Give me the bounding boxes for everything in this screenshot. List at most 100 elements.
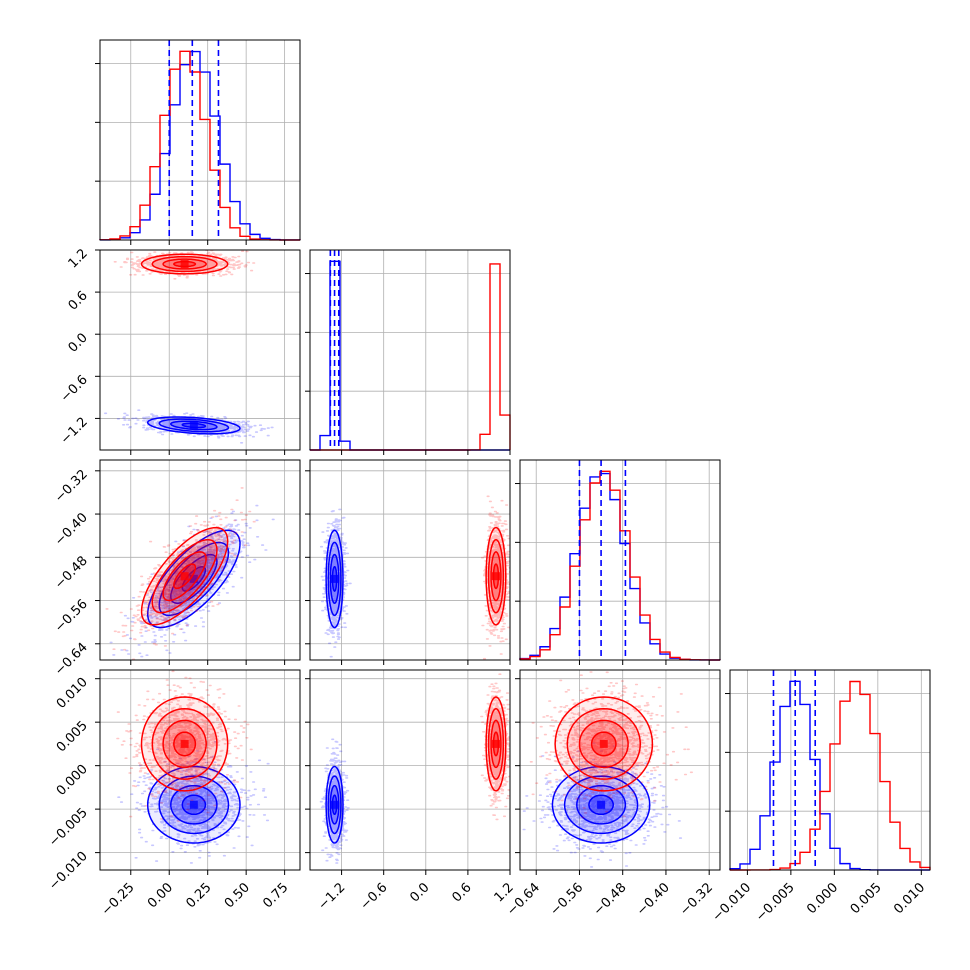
y-tick-label: −0.40 bbox=[52, 510, 91, 549]
contour-line-series-1 bbox=[327, 775, 342, 835]
contour-line-series-0 bbox=[490, 551, 502, 602]
contour-line-series-1 bbox=[146, 765, 241, 844]
panel-1-1 bbox=[309, 250, 511, 451]
contour-line-series-0 bbox=[487, 707, 505, 780]
y-tick-label: 0.0 bbox=[66, 330, 91, 355]
y-tick-label: −1.2 bbox=[58, 415, 91, 448]
histogram-series-1 bbox=[309, 260, 510, 451]
contour-line-series-0 bbox=[151, 707, 218, 780]
x-tick-label: 0.6 bbox=[449, 880, 474, 905]
contour-line-series-1 bbox=[170, 420, 218, 431]
contour-line-series-0 bbox=[487, 538, 505, 614]
density-peak bbox=[180, 739, 189, 748]
density-peak bbox=[180, 260, 189, 269]
contour-line-series-0 bbox=[485, 526, 507, 626]
panel-3-0 bbox=[116, 670, 270, 864]
contour-line-series-1 bbox=[170, 784, 218, 825]
y-tick-label: −0.005 bbox=[46, 805, 91, 850]
y-tick-label: −0.6 bbox=[58, 373, 91, 406]
contour-line-series-0 bbox=[590, 731, 617, 757]
x-tick-label: 0.75 bbox=[260, 880, 291, 911]
y-tick-label: −0.56 bbox=[52, 597, 91, 636]
panel-content bbox=[319, 673, 510, 864]
x-tick-label: 0.0 bbox=[407, 880, 432, 905]
x-tick-label: −1.2 bbox=[315, 880, 348, 913]
contour-line-series-0 bbox=[566, 707, 642, 780]
panel-frame bbox=[729, 669, 931, 871]
panel-2-1 bbox=[319, 495, 510, 660]
panel-frame bbox=[99, 459, 301, 661]
panel-frame bbox=[99, 39, 301, 241]
data-layer bbox=[99, 40, 931, 871]
frame-layer bbox=[95, 39, 931, 875]
contour-line-series-1 bbox=[325, 529, 344, 629]
contour-line-series-0 bbox=[140, 526, 229, 626]
contour-line-series-1 bbox=[181, 422, 207, 429]
contour-line-series-0 bbox=[162, 719, 207, 769]
density-peak bbox=[189, 574, 198, 583]
contour-line-series-1 bbox=[588, 794, 614, 816]
x-tick-label: −0.25 bbox=[99, 880, 138, 919]
panel-frame bbox=[519, 459, 721, 661]
density-peak bbox=[491, 572, 500, 581]
density-peak bbox=[599, 739, 608, 748]
contour-line-series-0 bbox=[140, 253, 229, 275]
y-tick-label: −0.32 bbox=[52, 467, 91, 506]
contour-line-series-0 bbox=[554, 696, 654, 792]
y-tick-label: 0.005 bbox=[54, 718, 91, 755]
density-peak bbox=[330, 800, 339, 809]
x-tick-label: −0.48 bbox=[591, 880, 630, 919]
contour-line-series-1 bbox=[181, 794, 207, 816]
x-tick-label: −0.40 bbox=[634, 880, 673, 919]
contour-line-series-1 bbox=[325, 765, 344, 844]
density-peak bbox=[491, 739, 500, 748]
panel-2-0 bbox=[105, 487, 275, 660]
histogram-series-0 bbox=[99, 50, 300, 241]
panel-frame bbox=[99, 249, 301, 451]
contour-line-series-0 bbox=[173, 563, 197, 590]
y-tick-label: 0.6 bbox=[66, 288, 91, 313]
contour-line-series-1 bbox=[170, 553, 218, 604]
contour-line-series-0 bbox=[151, 538, 218, 614]
contour-line-series-1 bbox=[146, 416, 241, 435]
contour-line-series-1 bbox=[181, 566, 207, 592]
contour-line-series-1 bbox=[563, 775, 639, 835]
panel-3-3 bbox=[729, 670, 931, 871]
panel-frame bbox=[309, 249, 511, 451]
contour-line-series-0 bbox=[485, 696, 507, 792]
y-tick-label: 0.010 bbox=[54, 675, 91, 712]
scatter-points-series-0 bbox=[105, 487, 256, 660]
panel-3-2 bbox=[522, 670, 693, 868]
x-tick-label: 0.50 bbox=[222, 880, 253, 911]
y-tick-label: −0.010 bbox=[46, 849, 91, 894]
contour-line-series-1 bbox=[146, 529, 241, 629]
density-peak bbox=[189, 800, 198, 809]
y-tick-label: −0.64 bbox=[52, 640, 91, 679]
panel-content bbox=[105, 487, 275, 660]
contour-line-series-1 bbox=[327, 541, 342, 617]
contour-line-series-0 bbox=[578, 719, 629, 769]
contour-line-series-1 bbox=[329, 784, 340, 825]
panel-frame bbox=[309, 669, 511, 871]
density-peak bbox=[597, 800, 606, 809]
contour-line-series-0 bbox=[173, 731, 197, 757]
panel-content bbox=[116, 670, 270, 864]
x-tick-label: −0.010 bbox=[710, 880, 755, 925]
x-tick-label: −0.005 bbox=[753, 880, 798, 925]
panel-content bbox=[319, 495, 510, 660]
x-tick-label: −0.56 bbox=[548, 880, 587, 919]
contour-line-series-0 bbox=[151, 255, 218, 273]
panel-frame bbox=[99, 669, 301, 871]
panel-2-2 bbox=[519, 460, 721, 661]
density-peak bbox=[189, 421, 198, 430]
contour-line-series-1 bbox=[329, 553, 340, 604]
contour-line-series-0 bbox=[172, 260, 197, 268]
x-tick-label: 0.00 bbox=[145, 880, 176, 911]
x-tick-label: 0.25 bbox=[183, 880, 214, 911]
panel-0-0 bbox=[99, 40, 301, 241]
panel-frame bbox=[519, 669, 721, 871]
histogram-series-0 bbox=[519, 470, 721, 661]
contour-line-series-1 bbox=[576, 784, 627, 825]
density-peak bbox=[330, 574, 339, 583]
